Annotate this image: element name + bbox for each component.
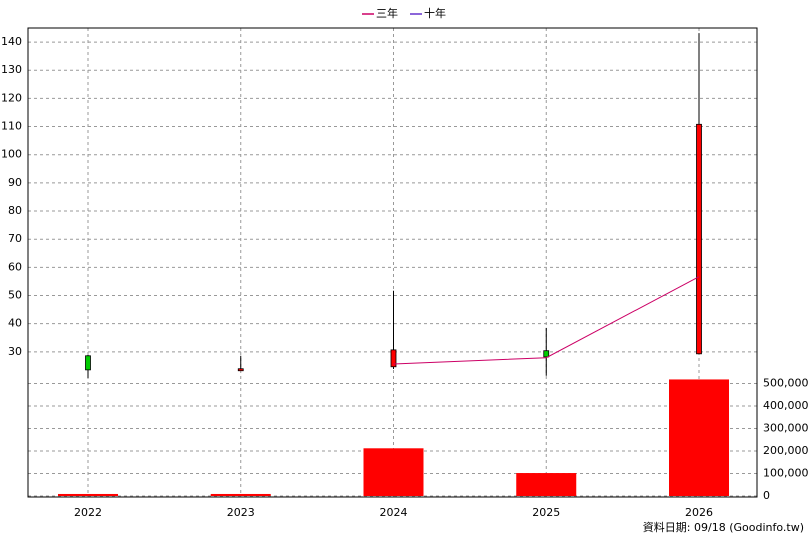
legend-label: 三年 xyxy=(376,6,398,20)
y-tick-label: 90 xyxy=(8,176,22,189)
volume-bar xyxy=(669,379,729,496)
y2-tick-label: 0 xyxy=(763,489,770,502)
x-tick-label: 2026 xyxy=(685,506,713,519)
x-tick-label: 2022 xyxy=(74,506,102,519)
volume-bar xyxy=(210,493,271,496)
y2-tick-label: 500,000 xyxy=(763,377,808,390)
y-tick-label: 80 xyxy=(8,204,22,217)
candle-body xyxy=(237,368,244,372)
y-tick-label: 70 xyxy=(8,232,22,245)
y-tick-label: 120 xyxy=(1,91,22,104)
volume-bar xyxy=(363,448,424,496)
footnote: 資料日期: 09/18 (Goodinfo.tw) xyxy=(643,520,804,534)
candle-body xyxy=(543,350,550,358)
y-tick-label: 110 xyxy=(1,120,22,133)
y2-tick-label: 300,000 xyxy=(763,422,808,435)
x-tick-label: 2024 xyxy=(380,506,408,519)
y2-tick-label: 400,000 xyxy=(763,399,808,412)
y2-tick-label: 200,000 xyxy=(763,444,808,457)
y-tick-label: 140 xyxy=(1,35,22,48)
y-tick-label: 100 xyxy=(1,148,22,161)
legend-label: 十年 xyxy=(424,6,446,20)
volume-bar xyxy=(58,493,118,496)
y-tick-label: 50 xyxy=(8,289,22,302)
candle-body xyxy=(696,123,702,355)
candle-body xyxy=(390,349,397,368)
y-tick-label: 130 xyxy=(1,63,22,76)
line-series xyxy=(393,276,700,365)
y-tick-label: 30 xyxy=(8,345,22,358)
x-tick-label: 2025 xyxy=(532,506,560,519)
x-tick-label: 2023 xyxy=(227,506,255,519)
volume-bar xyxy=(516,473,577,496)
y-tick-label: 60 xyxy=(8,260,22,273)
plot-frame xyxy=(27,27,758,498)
candle-body xyxy=(85,355,91,371)
y-tick-label: 40 xyxy=(8,317,22,330)
y2-tick-label: 100,000 xyxy=(763,467,808,480)
